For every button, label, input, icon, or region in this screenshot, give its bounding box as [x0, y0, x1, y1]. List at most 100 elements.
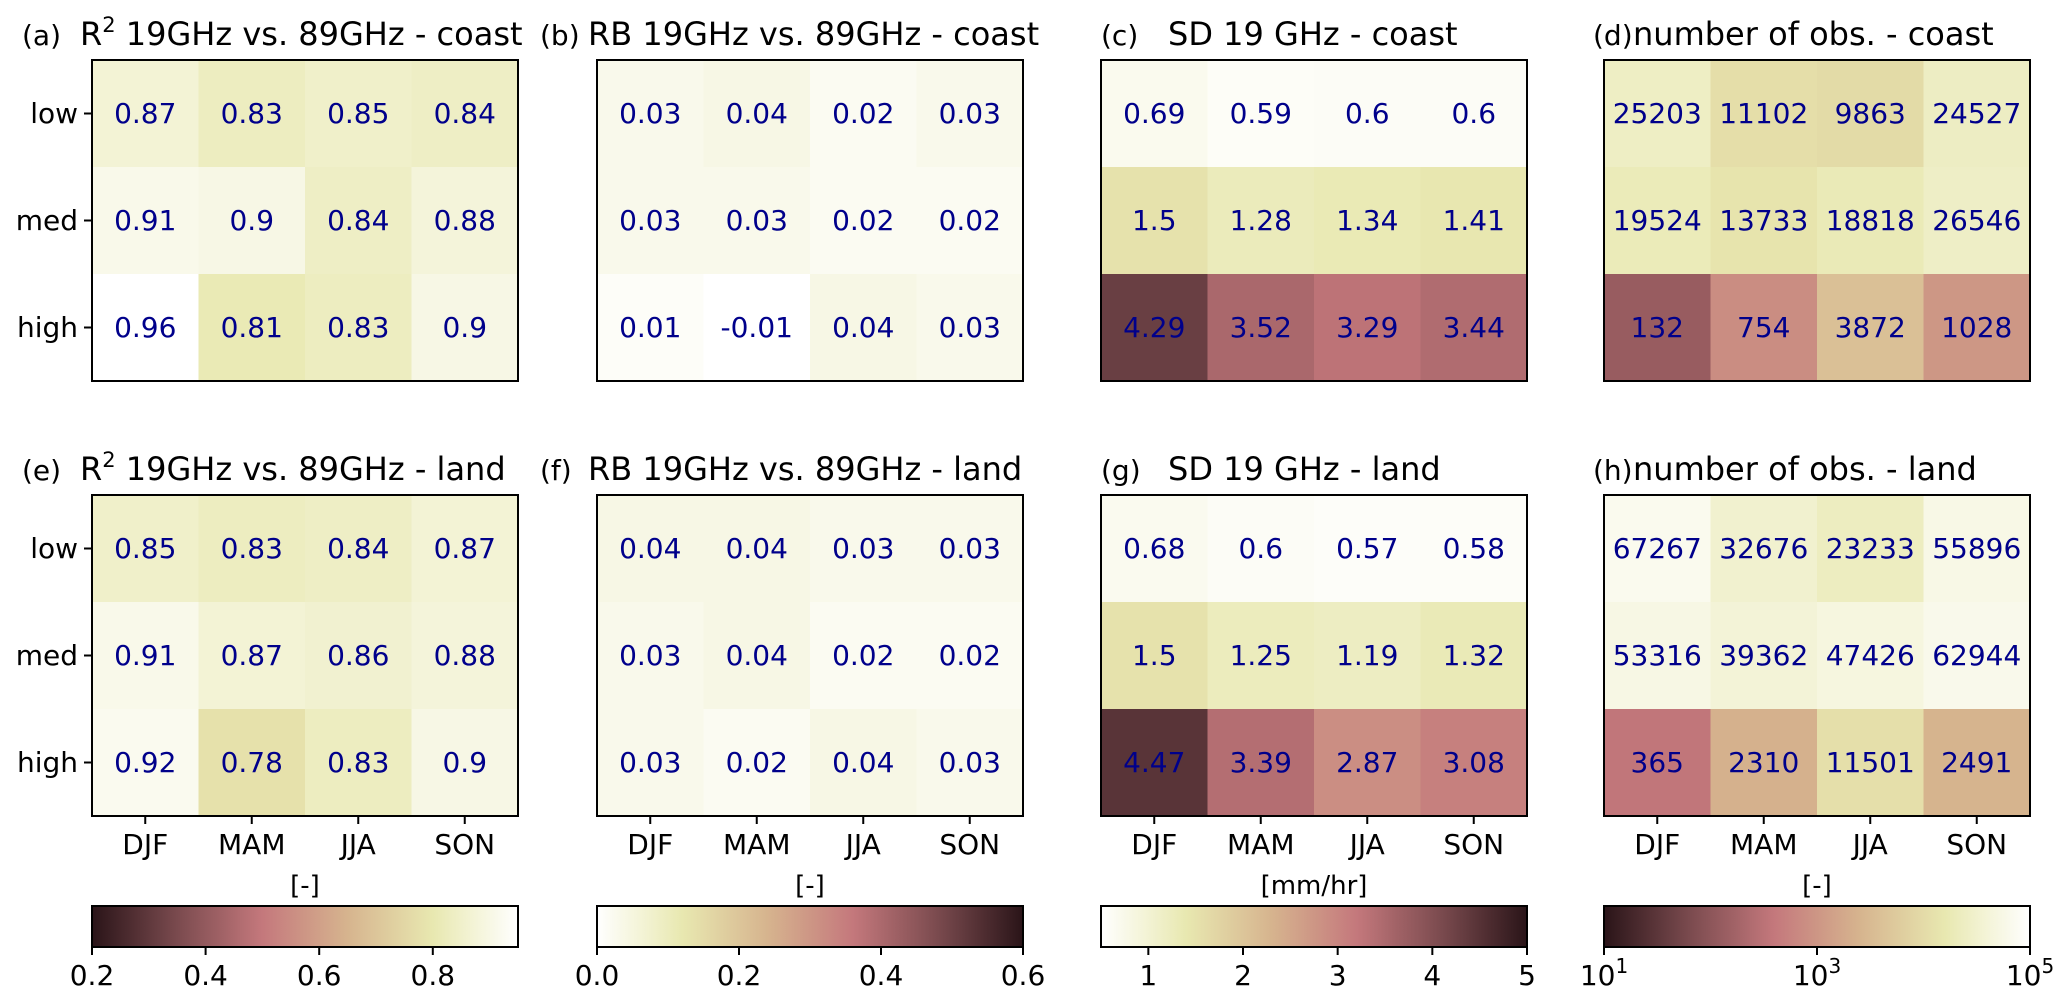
heatmap-cell [810, 602, 917, 710]
heatmap-cell [1420, 60, 1528, 168]
cell-value: 0.69 [1123, 97, 1185, 130]
heatmap-cell [305, 495, 412, 603]
x-tick-label: SON [1443, 828, 1504, 861]
heatmap-cell [305, 274, 412, 382]
cell-value: 0.03 [619, 746, 681, 779]
panel-title: R2 19GHz vs. 89GHz - land [80, 448, 506, 488]
colorbar-tick-label: 105 [2006, 954, 2054, 992]
cell-value: 0.6 [1345, 97, 1390, 130]
cell-value: 13733 [1719, 204, 1808, 237]
cell-value: 0.85 [114, 532, 176, 565]
heatmap-cell [1314, 274, 1421, 382]
heatmap-cell [1923, 167, 2031, 275]
cell-value: 0.04 [832, 311, 894, 344]
cell-value: 1.5 [1132, 204, 1177, 237]
cell-value: 0.6 [1238, 532, 1283, 565]
heatmap-cell [597, 167, 704, 275]
cell-value: 9863 [1835, 97, 1906, 130]
cell-value: 0.9 [442, 746, 487, 779]
heatmap-cell [411, 602, 519, 710]
heatmap-cell [916, 602, 1024, 710]
heatmap-cell [703, 495, 811, 603]
cell-value: 754 [1737, 311, 1790, 344]
heatmap-cell [198, 709, 306, 817]
heatmap-cell [1207, 274, 1315, 382]
colorbar-tick-label: 4 [1423, 959, 1441, 992]
panel-frame [596, 59, 1024, 382]
heatmap-cell [1101, 709, 1208, 817]
cell-value: 0.01 [619, 311, 681, 344]
cell-value: 47426 [1826, 639, 1915, 672]
cell-value: 0.02 [939, 639, 1001, 672]
heatmap-cell [411, 274, 519, 382]
cell-value: 3872 [1835, 311, 1906, 344]
cell-value: 1.19 [1336, 639, 1398, 672]
heatmap-cell [597, 274, 704, 382]
heatmap-cell [411, 167, 519, 275]
heatmap-cell [1817, 167, 1924, 275]
y-tick-label: low [30, 532, 78, 565]
x-tick-label: DJF [1634, 828, 1680, 861]
heatmap-cell [1314, 709, 1421, 817]
x-tick-label: SON [1946, 828, 2007, 861]
heatmap-cell [1420, 167, 1528, 275]
heatmap-cell [1314, 167, 1421, 275]
heatmap-cell [1101, 274, 1208, 382]
heatmap-cell [1923, 274, 2031, 382]
heatmap-cell [1314, 602, 1421, 710]
cell-value: 0.58 [1443, 532, 1505, 565]
cell-value: 0.02 [939, 204, 1001, 237]
panel-label: (g) [1101, 454, 1141, 487]
cell-value: 0.85 [327, 97, 389, 130]
colorbar-tick-label: 1 [1139, 959, 1157, 992]
heatmap-cell [1314, 60, 1421, 168]
panel-label: (e) [22, 454, 61, 487]
heatmap-cell [916, 274, 1024, 382]
cell-value: 3.29 [1336, 311, 1398, 344]
heatmap-cell [1710, 274, 1818, 382]
cell-value: 0.57 [1336, 532, 1398, 565]
cell-value: 0.87 [434, 532, 496, 565]
heatmap-cell [1817, 495, 1924, 603]
heatmap-cell [1604, 60, 1711, 168]
cell-value: 0.91 [114, 204, 176, 237]
heatmap-cell [703, 60, 811, 168]
cell-value: 0.03 [939, 746, 1001, 779]
cell-value: 0.04 [726, 532, 788, 565]
colorbar: [-] 0.0 0.2 0.4 0.6 [575, 871, 1046, 992]
panel-title: R2 19GHz vs. 89GHz - coast [80, 13, 523, 53]
cell-value: 0.03 [619, 97, 681, 130]
heatmap-cell [198, 167, 306, 275]
cell-value: 24527 [1932, 97, 2021, 130]
heatmap-cell [1207, 709, 1315, 817]
colorbar-gradient [91, 905, 519, 948]
colorbar-tick-label: 0.2 [70, 959, 115, 992]
heatmap-panel: 0.68 0.6 0.57 0.58 1.5 1.25 1.19 1.32 4.47 3.39 2.… [1100, 450, 1528, 861]
heatmap-cell [1420, 495, 1528, 603]
panel-frame [1603, 494, 2031, 817]
x-tick-label: JJA [844, 828, 881, 861]
cell-value: 0.04 [619, 532, 681, 565]
cell-value: 3.08 [1443, 746, 1505, 779]
colorbar-tick-label: 0.4 [859, 959, 904, 992]
cell-value: 26546 [1932, 204, 2021, 237]
colorbar-tick-label: 5 [1518, 959, 1536, 992]
cell-value: 132 [1631, 311, 1684, 344]
heatmap-cell [703, 709, 811, 817]
cell-value: 4.29 [1123, 311, 1185, 344]
heatmap-cell [1710, 167, 1818, 275]
cell-value: 0.91 [114, 639, 176, 672]
colorbar-tick-label: 0.6 [297, 959, 342, 992]
colorbar-tick-label: 0.6 [1001, 959, 1046, 992]
colorbar-tick-label: 103 [1793, 954, 1841, 992]
x-tick-label: MAM [723, 828, 790, 861]
heatmap-cell [92, 709, 199, 817]
colorbar-tick-label: 0.4 [183, 959, 228, 992]
cell-value: 0.84 [434, 97, 496, 130]
heatmap-cell [810, 60, 917, 168]
heatmap-cell [92, 495, 199, 603]
heatmap-cell [810, 167, 917, 275]
x-tick-label: MAM [1730, 828, 1797, 861]
heatmap-cell [1710, 495, 1818, 603]
